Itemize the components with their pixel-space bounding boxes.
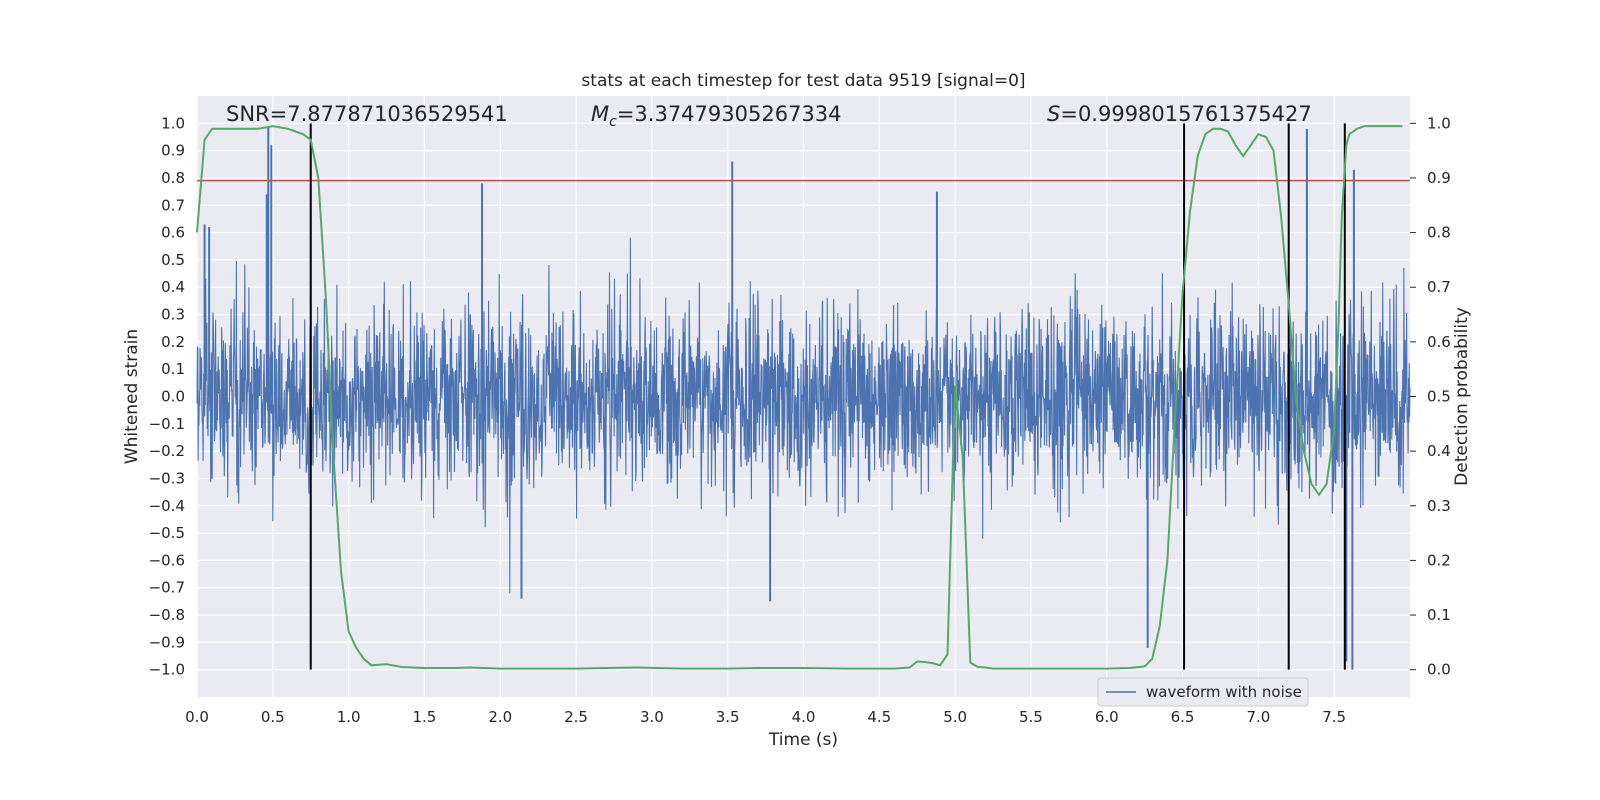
x-tick-label: 2.5	[564, 708, 588, 726]
y-left-tick-label: 0.2	[161, 333, 185, 351]
y-left-tick-label: 0.4	[161, 278, 185, 296]
y-left-tick-label: −0.6	[149, 551, 185, 569]
x-tick-label: 3.5	[716, 708, 740, 726]
annotation-chirp-mass: Mc=3.37479305267334	[591, 102, 842, 130]
y-left-tick-label: −0.2	[149, 442, 185, 460]
y-left-tick-label: −1.0	[149, 661, 185, 679]
y-left-tick-label: 0.5	[161, 251, 185, 269]
x-tick-label: 7.5	[1322, 708, 1346, 726]
y-left-tick-label: −0.5	[149, 524, 185, 542]
y-right-tick-label: 0.7	[1427, 278, 1451, 296]
x-tick-label: 3.0	[640, 708, 664, 726]
y-right-tick-label: 0.2	[1427, 551, 1451, 569]
legend-box	[1097, 677, 1309, 707]
series-waveform-with-noise	[196, 126, 1411, 670]
y-left-tick-label: −0.9	[149, 633, 185, 651]
y-left-tick-label: −0.3	[149, 469, 185, 487]
y-right-tick-label: 0.4	[1427, 442, 1451, 460]
s-symbol: S	[1047, 102, 1060, 126]
y-left-tick-label: 0.8	[161, 169, 185, 187]
y-axis-right-ticks: 1.0 0.9 0.8 0.7 0.6 0.5 0.4 0.3 0.2 0.1 0.0	[1410, 114, 1451, 679]
y-left-tick-label: 0.7	[161, 196, 185, 214]
y-left-tick-label: −0.7	[149, 579, 185, 597]
x-tick-label: 0.0	[185, 708, 209, 726]
probability-line	[196, 125, 1403, 670]
x-tick-label: 6.0	[1095, 708, 1119, 726]
y-left-tick-label: 0.9	[161, 142, 185, 160]
x-tick-label: 1.0	[337, 708, 361, 726]
y-left-tick-label: −0.4	[149, 497, 185, 515]
mc-symbol: M	[591, 102, 609, 126]
y-left-tick-label: 0.6	[161, 224, 185, 242]
x-tick-label: 4.0	[792, 708, 816, 726]
x-tick-label: 5.0	[943, 708, 967, 726]
waveform-line	[196, 237, 1411, 594]
y-axis-left-ticks: 1.0 0.9 0.8 0.7 0.6 0.5 0.4 0.3 0.2 0.1 0.0 −0.1 −0.…	[149, 114, 185, 678]
y-axis-left-label: Whitened strain	[122, 329, 142, 464]
y-left-tick-label: 0.3	[161, 306, 185, 324]
y-left-tick-label: −0.1	[149, 415, 185, 433]
x-tick-label: 2.0	[488, 708, 512, 726]
x-axis-label: Time (s)	[768, 730, 838, 750]
y-axis-right-label: Detection probability	[1452, 307, 1472, 486]
x-tick-label: 4.5	[867, 708, 891, 726]
s-value: =0.9998015761375427	[1060, 102, 1311, 126]
mc-value: =3.37479305267334	[617, 102, 842, 126]
legend: waveform with noise	[1097, 677, 1309, 707]
y-right-tick-label: 0.5	[1427, 388, 1451, 406]
x-tick-label: 1.5	[413, 708, 437, 726]
x-tick-label: 7.0	[1246, 708, 1270, 726]
x-tick-label: 5.5	[1019, 708, 1043, 726]
y-right-tick-label: 0.8	[1427, 224, 1451, 242]
mc-subscript: c	[609, 114, 617, 130]
y-left-tick-label: −0.8	[149, 606, 185, 624]
y-left-tick-label: 0.1	[161, 360, 185, 378]
annotation-s: S=0.9998015761375427	[1047, 102, 1312, 126]
y-left-tick-label: 1.0	[161, 114, 185, 132]
chart-title: stats at each timestep for test data 951…	[581, 71, 1025, 91]
vertical-markers	[309, 123, 1346, 670]
annotation-snr: SNR=7.877871036529541	[226, 102, 508, 126]
y-right-tick-label: 0.1	[1427, 606, 1451, 624]
series-detection-probability	[196, 125, 1403, 670]
x-tick-label: 0.5	[261, 708, 285, 726]
x-tick-label: 6.5	[1171, 708, 1195, 726]
y-right-tick-label: 0.0	[1427, 661, 1451, 679]
y-right-tick-label: 1.0	[1427, 114, 1451, 132]
y-right-tick-label: 0.6	[1427, 333, 1451, 351]
y-right-tick-label: 0.3	[1427, 497, 1451, 515]
x-axis-ticks: 0.0 0.5 1.0 1.5 2.0 2.5 3.0 3.5 4.0 4.5 5.0 5.5 6.0 6…	[185, 708, 1346, 726]
legend-label: waveform with noise	[1146, 683, 1302, 701]
y-right-tick-label: 0.9	[1427, 169, 1451, 187]
y-left-tick-label: 0.0	[161, 388, 185, 406]
